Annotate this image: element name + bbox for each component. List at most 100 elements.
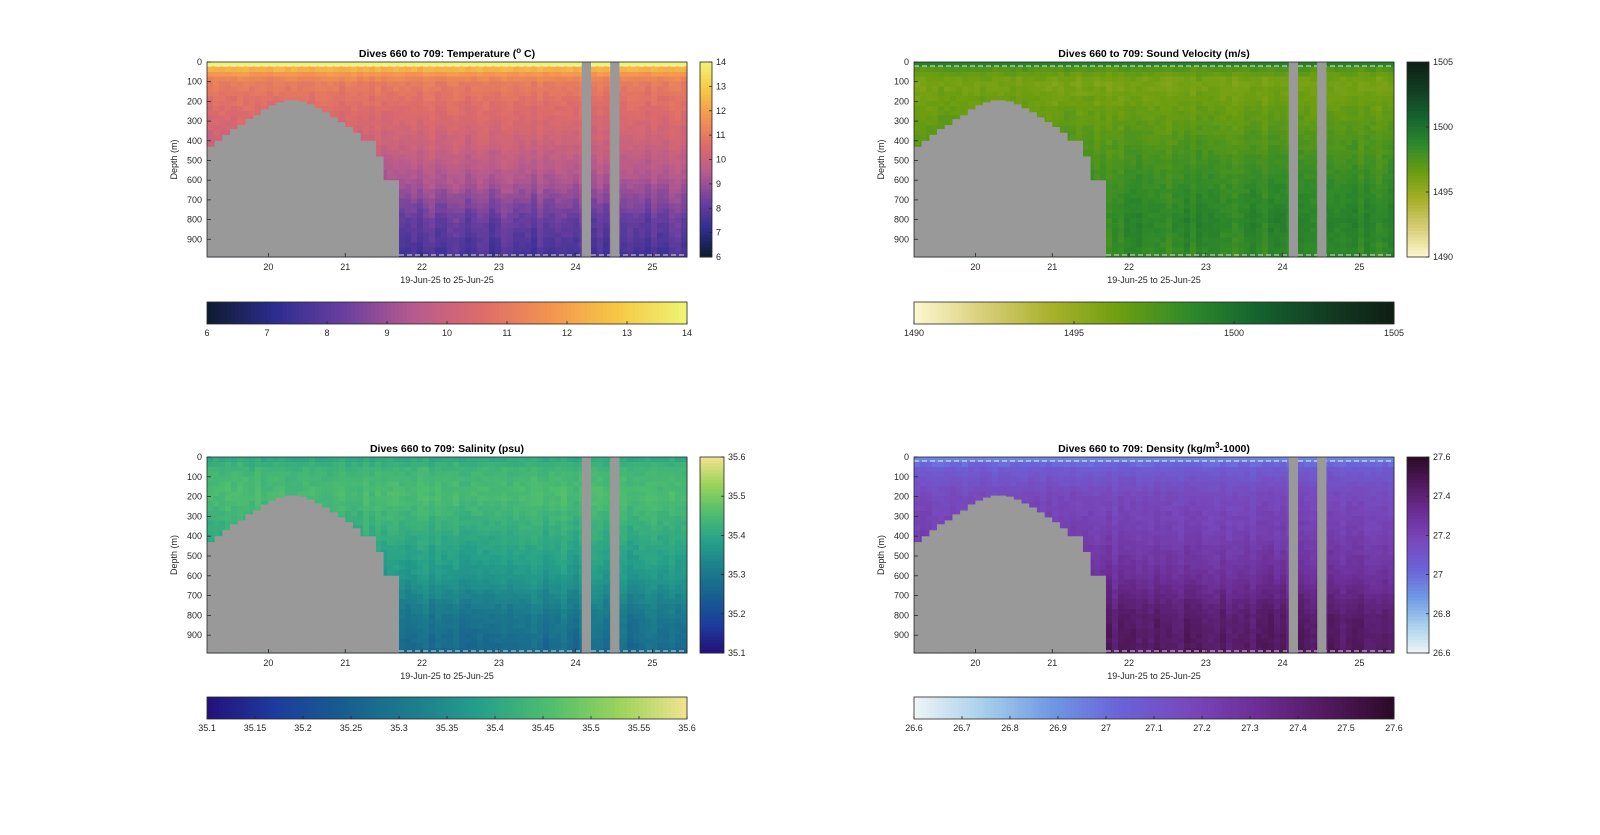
heatmap-cell bbox=[573, 106, 580, 111]
colorbar-segment bbox=[407, 302, 412, 324]
heatmap-cell bbox=[405, 106, 412, 111]
heatmap-cell bbox=[495, 228, 502, 233]
heatmap-cell bbox=[1088, 77, 1095, 82]
heatmap-cell bbox=[405, 116, 412, 121]
heatmap-cell bbox=[225, 96, 232, 101]
heatmap-cell bbox=[663, 121, 670, 126]
heatmap-cell bbox=[1136, 135, 1143, 140]
heatmap-cell bbox=[423, 145, 430, 150]
heatmap-cell bbox=[633, 130, 640, 135]
heatmap-cell bbox=[597, 96, 604, 101]
heatmap-cell bbox=[483, 101, 490, 106]
heatmap-cell bbox=[465, 125, 472, 130]
heatmap-cell bbox=[525, 96, 532, 101]
heatmap-cell bbox=[411, 194, 418, 199]
heatmap-cell bbox=[663, 194, 670, 199]
heatmap-cell bbox=[543, 145, 550, 150]
heatmap-cell bbox=[423, 150, 430, 155]
heatmap-cell bbox=[291, 86, 298, 91]
heatmap-cell bbox=[657, 238, 664, 243]
heatmap-cell bbox=[573, 160, 580, 165]
heatmap-cell bbox=[561, 169, 568, 174]
heatmap-cell bbox=[249, 86, 256, 91]
heatmap-cell bbox=[1136, 184, 1143, 189]
heatmap-cell bbox=[914, 91, 921, 96]
heatmap-cell bbox=[1010, 77, 1017, 82]
heatmap-cell bbox=[501, 194, 508, 199]
heatmap-cell bbox=[639, 238, 646, 243]
heatmap-cell bbox=[597, 213, 604, 218]
heatmap-cell bbox=[651, 228, 658, 233]
heatmap-cell bbox=[303, 67, 310, 72]
heatmap-cell bbox=[489, 67, 496, 72]
colorbar-tick-label: 7 bbox=[716, 228, 721, 238]
heatmap-cell bbox=[669, 135, 676, 140]
heatmap-cell bbox=[1076, 67, 1083, 72]
heatmap-cell bbox=[669, 91, 676, 96]
heatmap-cell bbox=[633, 247, 640, 252]
heatmap-cell bbox=[531, 194, 538, 199]
heatmap-cell bbox=[1106, 199, 1113, 204]
heatmap-cell bbox=[992, 72, 999, 77]
heatmap-cell bbox=[483, 213, 490, 218]
heatmap-cell bbox=[249, 67, 256, 72]
heatmap-cell bbox=[327, 96, 334, 101]
heatmap-cell bbox=[429, 140, 436, 145]
heatmap-cell bbox=[213, 106, 220, 111]
heatmap-cell bbox=[1094, 116, 1101, 121]
heatmap-cell bbox=[489, 242, 496, 247]
heatmap-cell bbox=[675, 228, 682, 233]
heatmap-cell bbox=[633, 184, 640, 189]
heatmap-cell bbox=[1136, 67, 1143, 72]
heatmap-cell bbox=[243, 101, 250, 106]
heatmap-cell bbox=[441, 77, 448, 82]
heatmap-cell bbox=[483, 233, 490, 238]
heatmap-cell bbox=[453, 242, 460, 247]
heatmap-cell bbox=[932, 82, 939, 87]
heatmap-cell bbox=[495, 247, 502, 252]
heatmap-cell bbox=[237, 101, 244, 106]
heatmap-cell bbox=[519, 164, 526, 169]
heatmap-cell bbox=[1100, 86, 1107, 91]
heatmap-cell bbox=[591, 189, 598, 194]
heatmap-cell bbox=[1112, 238, 1119, 243]
colorbar-segment bbox=[383, 302, 388, 324]
heatmap-cell bbox=[543, 160, 550, 165]
heatmap-cell bbox=[669, 238, 676, 243]
heatmap-cell bbox=[1076, 111, 1083, 116]
heatmap-cell bbox=[483, 184, 490, 189]
heatmap-cell bbox=[501, 233, 508, 238]
heatmap-cell bbox=[423, 184, 430, 189]
heatmap-cell bbox=[519, 194, 526, 199]
heatmap-cell bbox=[675, 96, 682, 101]
heatmap-cell bbox=[459, 101, 466, 106]
heatmap-cell bbox=[531, 179, 538, 184]
heatmap-cell bbox=[597, 208, 604, 213]
heatmap-cell bbox=[375, 77, 382, 82]
heatmap-cell bbox=[447, 247, 454, 252]
heatmap-cell bbox=[471, 189, 478, 194]
heatmap-cell bbox=[1130, 145, 1137, 150]
heatmap-cell bbox=[399, 174, 406, 179]
heatmap-cell bbox=[1076, 116, 1083, 121]
heatmap-cell bbox=[621, 140, 628, 145]
heatmap-cell bbox=[375, 91, 382, 96]
heatmap-cell bbox=[621, 179, 628, 184]
heatmap-cell bbox=[375, 101, 382, 106]
heatmap-cell bbox=[1136, 125, 1143, 130]
heatmap-cell bbox=[429, 111, 436, 116]
heatmap-cell bbox=[645, 111, 652, 116]
heatmap-cell bbox=[225, 86, 232, 91]
heatmap-cell bbox=[495, 150, 502, 155]
heatmap-cell bbox=[1136, 213, 1143, 218]
heatmap-cell bbox=[663, 125, 670, 130]
heatmap-cell bbox=[1106, 238, 1113, 243]
heatmap-cell bbox=[489, 121, 496, 126]
heatmap-cell bbox=[423, 96, 430, 101]
heatmap-cell bbox=[561, 247, 568, 252]
heatmap-cell bbox=[938, 82, 945, 87]
heatmap-cell bbox=[1124, 184, 1131, 189]
heatmap-cell bbox=[1106, 242, 1113, 247]
heatmap-cell bbox=[1112, 106, 1119, 111]
heatmap-cell bbox=[669, 179, 676, 184]
